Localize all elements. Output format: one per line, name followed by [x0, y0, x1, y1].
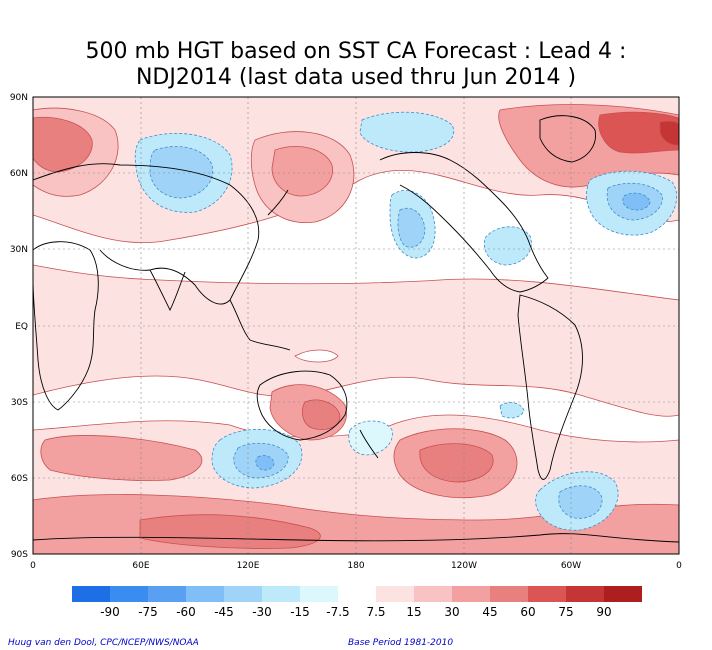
- lon-label: 0: [676, 561, 682, 571]
- lat-label: 30N: [10, 245, 28, 255]
- coastline-australia: [256, 370, 348, 441]
- colorbar-swatch: [262, 586, 300, 602]
- warm-lobe-indian-ocean: [40, 435, 203, 481]
- cool-lobe-siberia-core: [149, 146, 214, 199]
- colorbar-label: -30: [252, 605, 272, 619]
- colorbar-swatch: [338, 586, 376, 602]
- cool-lobe-gulf-mexico: [483, 226, 532, 266]
- cool-lobe-south-atlantic: [499, 402, 525, 419]
- coastline-japan: [267, 189, 289, 216]
- lon-label: 60E: [132, 561, 149, 571]
- colorbar-swatch: [528, 586, 566, 602]
- colorbar-label: 7.5: [366, 605, 385, 619]
- cool-lobe-gulf-alaska-core: [397, 207, 426, 248]
- colorbar-label: -15: [290, 605, 310, 619]
- colorbar-label: -60: [176, 605, 196, 619]
- lat-label: 60N: [10, 169, 28, 179]
- coastline-north-america: [379, 152, 549, 293]
- coastline-india: [149, 269, 186, 312]
- warm-band-antarctic-core: [139, 514, 321, 549]
- colorbar-swatch: [490, 586, 528, 602]
- chart-title-line2: NDJ2014 (last data used thru Jun 2014 ): [135, 65, 577, 90]
- colorbar-swatch: [414, 586, 452, 602]
- coastline-eurasia: [33, 163, 260, 305]
- colorbar-swatch: [224, 586, 262, 602]
- colorbar-label: 30: [444, 605, 459, 619]
- credit-base-period: Base Period 1981-2010: [348, 638, 454, 648]
- colorbar-swatch: [452, 586, 490, 602]
- credit-author: Huug van den Dool, CPC/NCEP/NWS/NOAA: [8, 638, 199, 648]
- lat-label: 90N: [10, 93, 28, 103]
- colorbar-swatch: [110, 586, 148, 602]
- colorbar-swatch: [566, 586, 604, 602]
- map-frame: [32, 96, 680, 555]
- graticule: [33, 97, 679, 554]
- cool-lobe-tasman: [348, 420, 393, 456]
- colorbar-label: -45: [214, 605, 234, 619]
- colorbar-label: 15: [406, 605, 421, 619]
- colorbar-label: -7.5: [326, 605, 349, 619]
- lat-label: 30S: [11, 398, 28, 408]
- neutral-equator-patch: [294, 349, 339, 363]
- lon-label: 120E: [237, 561, 260, 571]
- coastline-se-asia: [229, 299, 291, 351]
- anomaly-field: [33, 97, 679, 554]
- colorbar-label: 75: [558, 605, 573, 619]
- colorbar-label: -75: [138, 605, 158, 619]
- colorbar-swatch: [604, 586, 642, 602]
- coastline-antarctica: [33, 533, 679, 543]
- cool-lobe-north-atlantic-core2: [622, 192, 651, 211]
- colorbar-swatch: [300, 586, 338, 602]
- coastline-africa: [33, 241, 99, 411]
- colorbar-label: -90: [100, 605, 120, 619]
- coastline-new-zealand: [359, 429, 379, 459]
- chart-title-line1: 500 mb HGT based on SST CA Forecast : Le…: [85, 39, 627, 64]
- colorbar-label: 90: [596, 605, 611, 619]
- colorbar-label: 60: [520, 605, 535, 619]
- warm-lobe-australia-core: [301, 399, 341, 430]
- warm-lobe-east-asia-core: [271, 146, 333, 197]
- warm-lobe-europe-core: [33, 116, 93, 173]
- cool-lobe-southern-indian-core2: [255, 455, 275, 471]
- colorbar: -90 -75 -60 -45 -30 -15 -7.5 7.5 15 30 45 60 75 90: [72, 586, 642, 619]
- lat-label: EQ: [15, 322, 28, 332]
- lon-label: 60W: [561, 561, 581, 571]
- lon-label: 120W: [451, 561, 477, 571]
- lon-label: 0: [30, 561, 36, 571]
- coastlines: [33, 115, 679, 543]
- warm-lobe-north-atlantic-core: [598, 111, 679, 154]
- colorbar-label: 45: [482, 605, 497, 619]
- warm-lobe-arctic-core: [659, 120, 679, 146]
- cool-lobe-antarctic-peninsula-core: [558, 485, 603, 519]
- lat-axis: 90N 60N 30N EQ 30S 60S 90S: [10, 93, 28, 560]
- colorbar-swatch: [186, 586, 224, 602]
- coastline-south-america: [517, 294, 583, 480]
- cool-lobe-north-pacific: [359, 111, 455, 153]
- lat-label: 60S: [11, 474, 28, 484]
- warm-lobe-south-pacific-core: [419, 443, 494, 483]
- colorbar-swatch: [72, 586, 110, 602]
- colorbar-swatch: [148, 586, 186, 602]
- colorbar-swatch: [376, 586, 414, 602]
- lat-label: 90S: [11, 550, 28, 560]
- coastline-greenland: [539, 115, 596, 163]
- lon-axis: 0 60E 120E 180 120W 60W 0: [30, 561, 682, 571]
- lon-label: 180: [347, 561, 364, 571]
